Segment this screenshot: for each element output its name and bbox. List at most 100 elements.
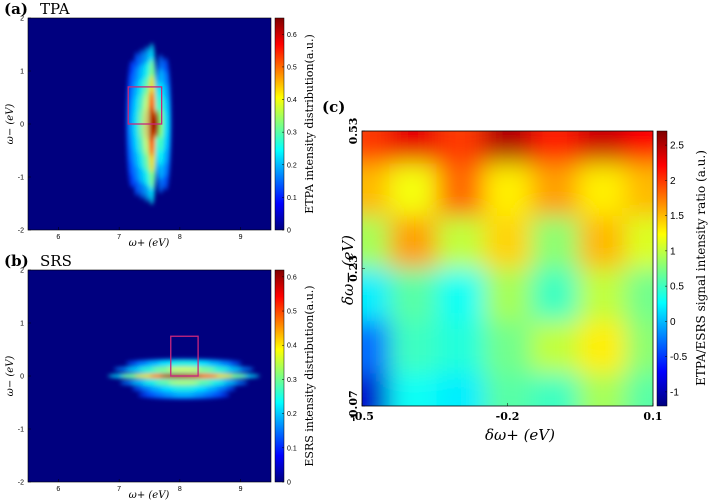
y-ticks-a: 2 1 0 -1 -2: [18, 16, 31, 235]
panel-b-title: SRS: [40, 252, 72, 270]
colorbar-tick-label: 0.5: [287, 309, 297, 316]
ratio-cell: [531, 373, 580, 406]
y-tick-label: 0.23: [347, 255, 360, 282]
y-tick-label: -1: [18, 175, 24, 182]
colorbar-a: [274, 17, 285, 231]
fringe-3-4: [168, 381, 200, 385]
x-tick-label: 9: [239, 486, 243, 493]
ratio-cell: [531, 163, 580, 217]
panel-b: (b) SRS 6 7 8 9 2 1 0 -1 -2 ω+ (eV) ω− (eV) 0.6…: [4, 252, 316, 501]
ratio-cell: [436, 321, 485, 375]
colorbar-tick-label: 0.2: [287, 162, 297, 169]
colorbar-label-a: ETPA intensity distribution(a.u.): [303, 34, 316, 214]
panel-c-label: (c): [322, 98, 345, 116]
x-tick-label: 7: [117, 486, 121, 493]
y-tick-label: 0.53: [347, 118, 360, 145]
ratio-cell: [531, 321, 580, 375]
ratio-cell: [483, 373, 533, 406]
ratio-cell: [625, 131, 653, 165]
x-tick-label: 7: [117, 234, 121, 241]
y-axis-label-b: ω− (eV): [5, 356, 16, 397]
ratio-cell: [531, 216, 580, 270]
x-tick-label: 0.1: [643, 410, 662, 423]
x-tick-label: 8: [178, 486, 182, 493]
colorbar-tick-label: 0.4: [287, 343, 297, 350]
y-tick-label: -2: [18, 228, 24, 235]
y-tick-label: 1: [20, 69, 24, 76]
heatmap-c: [362, 131, 653, 406]
ratio-cell: [436, 163, 485, 217]
ratio-cell: [436, 216, 485, 270]
y-tick-label: 2: [20, 16, 24, 23]
heatmap-b: [107, 358, 260, 400]
y-tick-label: -2: [18, 480, 24, 487]
colorbar-tick-label: 0.3: [287, 377, 297, 384]
ratio-cell: [436, 373, 485, 406]
x-ticks-a: 6 7 8 9: [56, 227, 243, 241]
ratio-cell: [362, 131, 391, 165]
colorbar-tick-label: 0.1: [287, 445, 297, 452]
ratio-cell: [389, 216, 438, 270]
fringe-1-4: [169, 361, 199, 365]
colorbar-tick-label: 0.1: [287, 195, 297, 202]
y-tick-label: 0: [20, 374, 24, 381]
ratio-cell: [483, 268, 533, 322]
x-tick-label: -0.2: [496, 410, 520, 423]
ratio-cell: [483, 216, 533, 270]
fringe-4-4: [166, 367, 201, 371]
ratio-cell: [578, 268, 627, 322]
x-ticks-b: 6 7 8 9: [56, 479, 243, 493]
panel-a-label: (a): [4, 0, 28, 18]
colorbar-tick-label: 0: [287, 480, 291, 487]
colorbar-tick-label: -0.5: [670, 352, 688, 363]
ratio-cell: [578, 373, 627, 406]
ratio-cell: [389, 373, 438, 406]
colorbar-ticks-a: 0.6 0.5 0.4 0.3 0.2 0.1 0: [282, 32, 297, 235]
fringe-2-4: [170, 387, 197, 391]
x-axis-label-c: δω+ (eV): [485, 426, 555, 444]
y-ticks-c: 0.53 0.23 -0.07: [347, 118, 365, 422]
x-tick-label: -0.5: [350, 410, 374, 423]
colorbar-tick-label: 0: [670, 317, 676, 328]
y-tick-label: -0.07: [347, 390, 360, 421]
ratio-cell: [625, 216, 653, 270]
ratio-cell: [436, 131, 485, 165]
colorbar-tick-label: 0.6: [287, 274, 297, 281]
panel-a: (a) TPA 6 7 8 9 2 1 0 -1 -2 ω+ (eV) ω− (eV) 0.6…: [4, 0, 316, 249]
y-tick-label: -1: [18, 427, 24, 434]
colorbar-tick-label: 0.5: [287, 64, 297, 71]
x-tick-label: 6: [56, 234, 60, 241]
ratio-cell: [625, 163, 653, 217]
ratio-cell: [389, 131, 438, 165]
ratio-cell: [362, 216, 391, 270]
colorbar-tick-label: -1: [670, 387, 679, 398]
ratio-cell: [625, 321, 653, 375]
ratio-cell: [362, 163, 391, 217]
ratio-cell: [362, 373, 391, 406]
colorbar-ticks-b: 0.6 0.5 0.4 0.3 0.2 0.1 0: [282, 274, 297, 487]
colorbar-tick-label: 0.2: [287, 411, 297, 418]
panel-b-label: (b): [4, 252, 29, 270]
colorbar-c: [656, 130, 668, 407]
ratio-cell: [578, 216, 627, 270]
ratio-cell: [578, 131, 627, 165]
y-axis-label-c: δω− (eV): [339, 235, 357, 305]
colorbar-label-b: ESRS intensity distribution(a.u.): [303, 285, 316, 466]
ratio-cell: [531, 131, 580, 165]
ratio-cell: [578, 163, 627, 217]
ratio-cell: [436, 268, 485, 322]
x-tick-label: 8: [178, 234, 182, 241]
x-tick-label: 9: [239, 234, 243, 241]
ratio-cell: [483, 131, 533, 165]
highlight-box-b: [170, 335, 199, 377]
colorbar-b: [274, 269, 285, 483]
panel-c: (c) -0.5 -0.2 0.1 0.53 0.23 -0.07 δω+ (eV) δ…: [322, 98, 708, 444]
fringe-0-4: [172, 393, 196, 397]
panel-a-title: TPA: [40, 0, 70, 18]
ratio-cell: [362, 321, 391, 375]
colorbar-tick-label: 1.5: [670, 211, 684, 222]
colorbar-ticks-c: 2.5 2 1.5 1 0.5 0 -0.5 -1: [665, 141, 688, 398]
ratio-cell: [578, 321, 627, 375]
y-tick-label: 1: [20, 321, 24, 328]
ratio-cell: [362, 268, 391, 322]
